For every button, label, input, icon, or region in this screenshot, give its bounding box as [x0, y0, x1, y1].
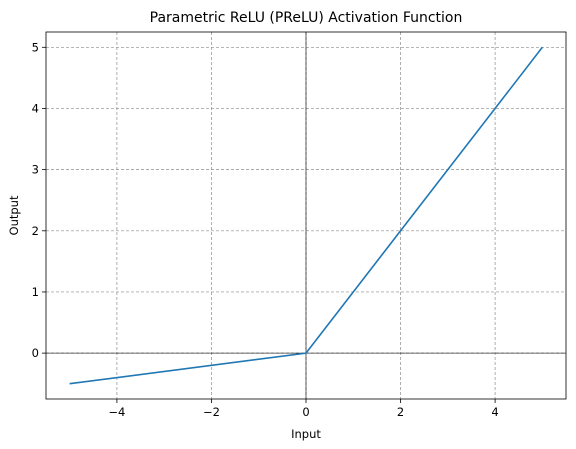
x-tick-label: 0	[302, 405, 309, 419]
y-tick-label: 2	[32, 224, 39, 238]
y-tick-label: 1	[32, 285, 39, 299]
x-axis-label: Input	[291, 427, 321, 441]
tick-marks	[42, 47, 495, 403]
y-tick-label: 4	[32, 101, 39, 115]
zero-lines	[46, 32, 566, 399]
y-tick-label: 5	[32, 40, 39, 54]
x-tick-labels: −4 −2 0 2 4	[108, 405, 498, 419]
y-tick-label: 0	[32, 346, 39, 360]
x-tick-label: 2	[397, 405, 404, 419]
y-axis-label: Output	[7, 195, 21, 235]
y-tick-labels: 0 1 2 3 4 5	[32, 40, 39, 360]
chart-title: Parametric ReLU (PReLU) Activation Funct…	[150, 10, 463, 26]
x-tick-label: 4	[491, 405, 498, 419]
y-tick-label: 3	[32, 163, 39, 177]
x-tick-label: −2	[203, 405, 220, 419]
x-tick-label: −4	[108, 405, 125, 419]
